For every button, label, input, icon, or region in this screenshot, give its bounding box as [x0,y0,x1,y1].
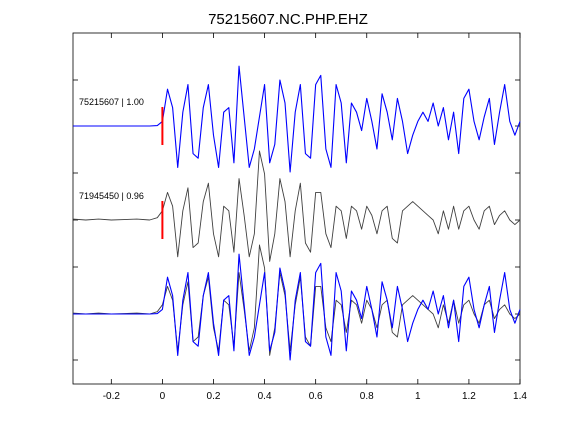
match-trace-panel-2 [72,150,521,262]
left-tick-marks [73,79,78,361]
trace-label-2: 71945450 | 0.96 [79,191,144,201]
waveform-traces [72,65,521,361]
template-trace-panel-3 [73,253,521,361]
x-tick-label: 0 [160,391,166,402]
trace-labels: 75215607 | 1.00 71945450 | 0.96 [79,97,144,201]
x-tick-label: 1 [415,391,421,402]
x-tick-label: 0.2 [207,391,221,402]
match-trace-panel-3 [72,244,521,356]
right-tick-marks [515,79,520,361]
x-tick-label: 0.8 [360,391,374,402]
chart-title: 75215607.NC.PHP.EHZ [208,11,368,28]
x-axis: -0.2 0 0.2 0.4 0.6 0.8 1 1.2 1.4 [103,33,527,402]
x-tick-label: 1.4 [513,391,527,402]
x-tick-label: 1.2 [462,391,476,402]
x-tick-label: 0.6 [309,391,323,402]
x-tick-label: 0.4 [258,391,272,402]
x-tick-label: -0.2 [103,391,121,402]
template-trace-panel-1 [73,65,521,173]
plot-frame [72,32,521,385]
trace-label-1: 75215607 | 1.00 [79,97,144,107]
